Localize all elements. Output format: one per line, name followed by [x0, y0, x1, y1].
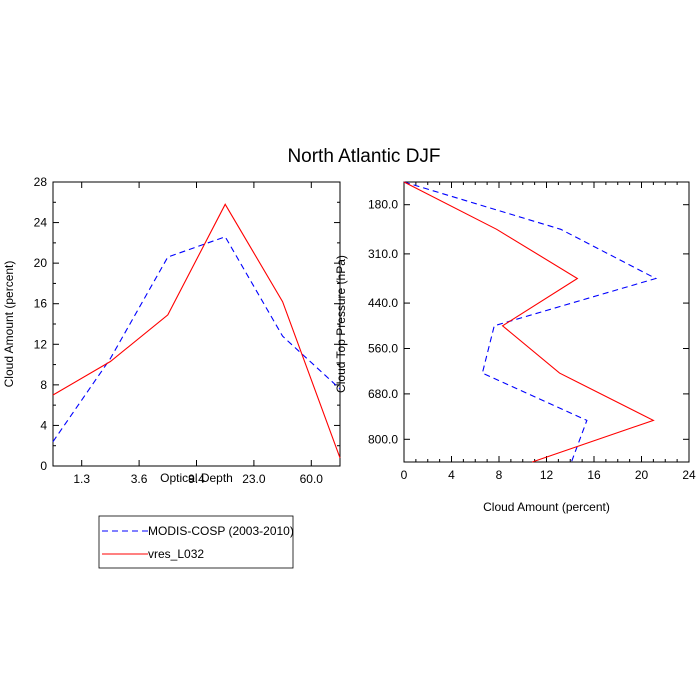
left-x-tick-label: 23.0: [242, 472, 266, 486]
right-x-tick-label: 8: [496, 468, 503, 482]
left-x-tick-label: 1.3: [73, 472, 90, 486]
left-x-axis-label: Optical Depth: [160, 471, 233, 485]
right-plot-frame: [403, 181, 690, 463]
right-x-tick-label: 16: [587, 468, 601, 482]
right-x-tick-label: 20: [635, 468, 649, 482]
legend-label-modis: MODIS-COSP (2003-2010): [148, 524, 294, 538]
legend: MODIS-COSP (2003-2010) vres_L032: [98, 515, 294, 569]
figure-title: North Atlantic DJF: [287, 146, 440, 167]
left-series-line-modis: [52, 236, 341, 442]
left-y-tick-label: 16: [34, 297, 48, 311]
right-y-tick-label: 560.0: [368, 341, 398, 355]
left-y-axis-label: Cloud Amount (percent): [2, 261, 16, 388]
right-y-tick-label: 440.0: [368, 296, 398, 310]
left-y-tick-label: 4: [40, 418, 47, 432]
left-y-tick-label: 8: [40, 378, 47, 392]
left-x-tick-label: 60.0: [300, 472, 324, 486]
right-x-tick-label: 4: [448, 468, 455, 482]
left-y-tick-label: 0: [40, 459, 47, 473]
left-y-tick-label: 24: [34, 216, 48, 230]
right-y-tick-label: 310.0: [368, 247, 398, 261]
right-series-line-modis: [403, 181, 658, 463]
pressure-panel: Cloud Amount (percent) Cloud Top Pressur…: [334, 181, 696, 514]
right-y-tick-label: 800.0: [368, 432, 398, 446]
left-y-tick-label: 12: [34, 337, 48, 351]
left-y-tick-label: 20: [34, 256, 48, 270]
left-x-tick-label: 9.4: [188, 472, 205, 486]
right-y-axis-label: Cloud Top Pressure (hPa): [334, 255, 348, 393]
right-y-tick-label: 680.0: [368, 387, 398, 401]
right-x-tick-label: 24: [682, 468, 696, 482]
right-x-axis-label: Cloud Amount (percent): [483, 500, 610, 514]
left-x-tick-label: 3.6: [131, 472, 148, 486]
left-plot-frame: [52, 181, 341, 467]
right-series-line-model: [403, 181, 655, 463]
optical-depth-panel: Optical Depth Cloud Amount (percent) 1.3…: [2, 175, 341, 486]
left-y-tick-label: 28: [34, 175, 48, 189]
legend-box: [98, 515, 294, 569]
right-y-tick-label: 180.0: [368, 198, 398, 212]
legend-label-model: vres_L032: [148, 547, 204, 561]
right-x-tick-label: 0: [401, 468, 408, 482]
left-series-line-model: [52, 203, 341, 459]
right-x-tick-label: 12: [540, 468, 554, 482]
